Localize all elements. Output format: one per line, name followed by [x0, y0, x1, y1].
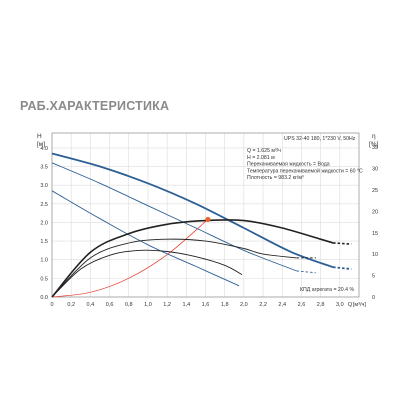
y-right-tick-label: 0 [372, 295, 375, 301]
y-left-tick-label: 4.0 [40, 146, 48, 152]
y-right-tick-label: 30 [372, 167, 378, 173]
power-curve-speed-3 [51, 219, 334, 298]
y-right-tick-label: 15 [372, 231, 378, 237]
info-box-line: Q = 1.625 м³/ч [247, 148, 281, 154]
power-curve-speed-1 [51, 249, 243, 298]
pump-curve-dashed-2 [296, 270, 316, 274]
x-tick-label: 0,8 [125, 302, 133, 308]
x-tick-label: 0,6 [106, 302, 114, 308]
y-left-tick-label: 1.0 [40, 258, 48, 264]
y-left-axis-title: H [37, 133, 42, 140]
y-right-tick-label: 25 [372, 188, 378, 194]
y-left-axis-unit: [м] [37, 141, 45, 148]
x-tick-label: 2,0 [240, 302, 248, 308]
pump-curve-speed-2 [51, 162, 297, 272]
x-tick-label: 2,4 [278, 302, 286, 308]
x-tick-label: 2,6 [298, 302, 306, 308]
y-left-tick-label: 3.0 [40, 183, 48, 189]
page-title: РАБ.ХАРАКТЕРИСТИКА [20, 99, 170, 113]
x-tick-label: 1,8 [221, 302, 229, 308]
y-left-tick-label: 1.5 [40, 239, 48, 245]
info-box-model: UPS 32-40 180, 1*230 V, 50Hz [284, 136, 356, 142]
pump-curve-dashed-3 [333, 266, 352, 270]
x-tick-label: 0,4 [87, 302, 95, 308]
y-left-tick-label: 2.0 [40, 220, 48, 226]
x-tick-label: 2,8 [317, 302, 325, 308]
pump-curve-speed-3 [51, 152, 334, 269]
info-box-line: Температура перекачиваемой жидкости = 60… [247, 167, 363, 174]
x-axis-title: Q [348, 302, 353, 308]
x-tick-label: 0 [50, 302, 53, 308]
plot-frame [51, 132, 360, 298]
x-tick-label: 2,2 [259, 302, 267, 308]
info-box-line: Плотность = 983.2 кг/м³ [247, 175, 304, 181]
x-tick-label: 1,6 [202, 302, 210, 308]
duty-point-marker [205, 216, 211, 223]
y-left-tick-label: 2.5 [40, 202, 48, 208]
pump-curve-speed-1 [51, 190, 240, 287]
y-right-tick-label: 20 [372, 209, 378, 215]
x-tick-label: 1,4 [182, 302, 190, 308]
y-right-tick-label: 10 [372, 252, 378, 258]
power-curve-speed-2 [51, 238, 297, 298]
y-left-tick-label: 0.0 [40, 295, 48, 301]
x-tick-label: 1,0 [144, 302, 152, 308]
y-left-tick-label: 0.5 [40, 276, 48, 282]
x-axis-unit: [м³/ч] [353, 302, 367, 308]
x-tick-label: 3,0 [336, 302, 344, 308]
y-right-axis-unit: [%] [369, 141, 379, 148]
y-right-axis-title: η [372, 133, 376, 140]
x-tick-label: 0,2 [67, 302, 75, 308]
y-right-tick-label: 5 [372, 274, 375, 280]
x-tick-label: 1,2 [163, 302, 171, 308]
y-left-tick-label: 3.5 [40, 165, 48, 171]
info-box-line: H = 2.081 м [247, 155, 275, 161]
y-right-tick-label: 35 [372, 145, 378, 151]
efficiency-label: КПД агрегата = 20.4 % [300, 287, 354, 293]
info-box-line: Перекачиваемая жидкость = Вода [247, 162, 330, 168]
system-curve [51, 219, 209, 298]
power-curve-dashed-3 [333, 242, 352, 245]
